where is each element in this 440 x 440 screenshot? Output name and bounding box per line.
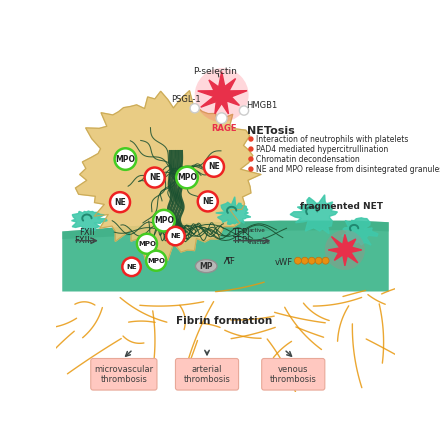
Text: PAD4 mediated hypercitrullination: PAD4 mediated hypercitrullination (256, 145, 388, 154)
Text: RAGE: RAGE (211, 124, 237, 132)
Circle shape (248, 147, 253, 152)
Text: Interaction of neutrophils with platelets: Interaction of neutrophils with platelet… (256, 135, 408, 143)
Circle shape (145, 168, 165, 187)
Text: NE: NE (114, 198, 126, 207)
Text: PSGL-1: PSGL-1 (171, 95, 200, 103)
Polygon shape (62, 221, 389, 292)
Text: NE: NE (208, 162, 220, 171)
Text: NE: NE (126, 264, 137, 270)
Text: NE: NE (202, 197, 214, 206)
Circle shape (195, 68, 249, 122)
Text: microvascular
thrombosis: microvascular thrombosis (94, 365, 154, 384)
Text: MPO: MPO (154, 216, 174, 225)
Text: NETosis: NETosis (247, 126, 295, 136)
Text: P-selectin: P-selectin (193, 66, 237, 76)
Circle shape (315, 257, 322, 264)
Text: HMGB1: HMGB1 (246, 101, 278, 110)
Circle shape (239, 106, 249, 115)
Circle shape (166, 227, 185, 246)
Polygon shape (341, 218, 378, 245)
Circle shape (110, 192, 130, 212)
Circle shape (301, 257, 308, 264)
Circle shape (198, 191, 218, 211)
Text: FXII: FXII (79, 228, 95, 237)
Circle shape (294, 257, 301, 264)
Polygon shape (198, 72, 247, 114)
Text: TFPI: TFPI (232, 236, 249, 245)
Text: NE and MPO release from disintegrated granules: NE and MPO release from disintegrated gr… (256, 165, 440, 173)
Text: NE: NE (149, 173, 161, 182)
Text: arterial
thrombosis: arterial thrombosis (183, 365, 231, 384)
Text: Fibrin formation: Fibrin formation (176, 316, 272, 326)
Circle shape (146, 251, 166, 271)
Text: Chromatin decondensation: Chromatin decondensation (256, 154, 359, 164)
Text: TF: TF (225, 257, 235, 266)
Circle shape (248, 156, 253, 162)
Text: vWF: vWF (275, 258, 293, 267)
Text: NE: NE (170, 233, 181, 239)
Circle shape (114, 148, 136, 170)
Circle shape (137, 234, 157, 254)
Polygon shape (290, 195, 337, 234)
Text: MP: MP (199, 262, 213, 271)
Text: MPO: MPO (115, 154, 136, 164)
Circle shape (153, 210, 175, 231)
FancyBboxPatch shape (91, 359, 157, 390)
Polygon shape (328, 235, 362, 266)
Circle shape (322, 257, 329, 264)
Circle shape (204, 157, 224, 177)
Polygon shape (216, 197, 251, 224)
FancyBboxPatch shape (262, 359, 325, 390)
Circle shape (308, 257, 315, 264)
Ellipse shape (195, 260, 217, 273)
Text: MPO: MPO (147, 258, 165, 264)
Text: MPO: MPO (138, 241, 156, 247)
Circle shape (248, 136, 253, 142)
Text: MPO: MPO (177, 173, 197, 182)
Text: TFPI: TFPI (232, 228, 249, 237)
Text: inactive: inactive (249, 240, 270, 245)
Circle shape (190, 103, 199, 113)
Text: venous
thrombosis: venous thrombosis (270, 365, 317, 384)
FancyBboxPatch shape (176, 359, 238, 390)
Polygon shape (62, 221, 389, 239)
Text: active: active (249, 228, 265, 233)
Circle shape (216, 113, 227, 124)
Text: fragmented NET: fragmented NET (300, 202, 382, 211)
Polygon shape (75, 91, 261, 260)
Polygon shape (72, 211, 107, 231)
Circle shape (122, 257, 141, 276)
Circle shape (325, 230, 365, 270)
Circle shape (176, 167, 198, 188)
Circle shape (248, 166, 253, 172)
Text: FXIIa: FXIIa (75, 236, 95, 245)
